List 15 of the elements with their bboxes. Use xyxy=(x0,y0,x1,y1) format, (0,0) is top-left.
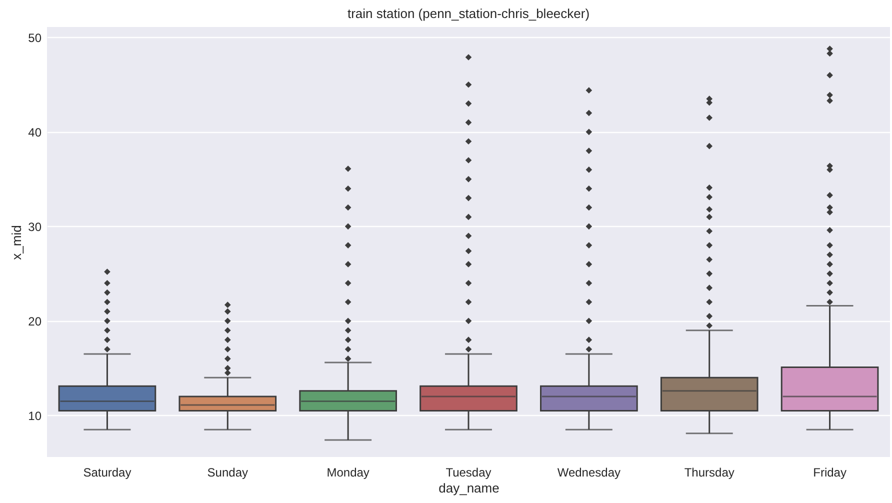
y-tick-label: 40 xyxy=(28,125,42,140)
y-tick-label: 30 xyxy=(28,220,42,234)
y-tick-label: 10 xyxy=(28,408,42,423)
y-tick-label: 20 xyxy=(28,314,42,328)
x-axis-title: day_name xyxy=(438,480,500,496)
x-tick-label: Friday xyxy=(813,466,846,480)
x-tick-label: Sunday xyxy=(207,466,248,480)
y-axis-title: x_mid xyxy=(9,225,24,260)
x-tick-label: Wednesday xyxy=(557,466,621,480)
chart-title: train station (penn_station-chris_bleecker) xyxy=(347,6,590,21)
x-tick-label: Thursday xyxy=(684,466,734,480)
x-tick-label: Saturday xyxy=(83,466,132,480)
x-tick-label: Tuesday xyxy=(446,466,492,480)
x-tick-label: Monday xyxy=(326,466,370,480)
y-tick-label: 50 xyxy=(28,30,42,45)
